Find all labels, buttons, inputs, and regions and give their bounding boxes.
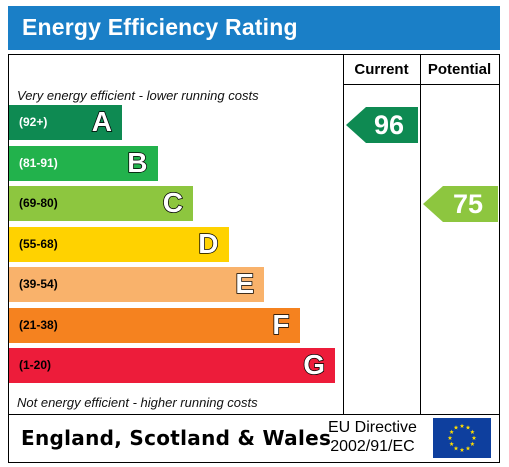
- band-c: (69-80) C: [9, 186, 193, 221]
- band-b: (81-91) B: [9, 145, 158, 181]
- eu-star-icon: [453, 425, 459, 430]
- page-title: Energy Efficiency Rating: [22, 14, 298, 40]
- band-range-label: (39-54): [19, 277, 58, 291]
- band-g: (1-20) G: [9, 348, 335, 383]
- band-range-label: (92+): [19, 115, 48, 129]
- band-letter: B: [127, 146, 149, 179]
- potential-rating-value: 75: [453, 189, 484, 219]
- eu-star-icon: [447, 435, 453, 440]
- band-d: (55-68) D: [9, 226, 229, 262]
- eu-star-icon: [449, 441, 454, 446]
- current-arrow-shape: [346, 107, 418, 143]
- current-column-header: Current: [354, 61, 409, 78]
- potential-column-header: Potential: [427, 61, 492, 78]
- band-range-label: (81-91): [19, 155, 58, 170]
- footer: England, Scotland & Wales EU Directive 2…: [8, 414, 500, 463]
- eu-star-icon: [465, 425, 471, 430]
- band-letter: A: [91, 105, 113, 138]
- column-divider-current: [343, 55, 344, 414]
- eu-star-icon: [453, 445, 459, 451]
- eu-directive: EU Directive 2002/91/EC: [328, 418, 417, 456]
- band-letter: C: [162, 186, 184, 219]
- current-rating-indicator: 96: [346, 107, 418, 143]
- eu-directive-line2: 2002/91/EC: [330, 438, 415, 455]
- band-e: (39-54) E: [9, 267, 264, 302]
- band-range-label: (55-68): [19, 236, 58, 251]
- band-letter: F: [272, 308, 291, 341]
- current-rating-value: 96: [374, 110, 405, 140]
- eu-star-icon: [459, 423, 465, 428]
- eu-star-icon: [459, 447, 465, 452]
- eu-stars-icon: [447, 423, 477, 452]
- band-range-label: (69-80): [19, 196, 58, 210]
- top-note: Very energy efficient - lower running co…: [17, 88, 259, 103]
- title-bar: Energy Efficiency Rating: [8, 6, 500, 50]
- band-letter: E: [235, 267, 255, 300]
- eu-star-icon: [471, 435, 477, 440]
- potential-rating-indicator: 75: [423, 186, 498, 222]
- band-a: (92+) A: [9, 105, 122, 140]
- potential-arrow-shape: [423, 186, 498, 222]
- band-letter: D: [198, 227, 220, 260]
- bottom-note: Not energy efficient - higher running co…: [17, 395, 258, 410]
- eu-star-icon: [465, 445, 471, 451]
- eu-star-icon: [470, 429, 475, 434]
- eu-star-icon: [449, 429, 454, 434]
- band-range-label: (1-20): [19, 358, 52, 372]
- band-letter: G: [302, 348, 325, 381]
- footer-region: England, Scotland & Wales: [21, 426, 332, 450]
- band-range-label: (21-38): [19, 317, 58, 332]
- column-divider-potential: [420, 55, 421, 414]
- eu-directive-line1: EU Directive: [328, 419, 417, 436]
- eu-flag-icon: [433, 418, 491, 458]
- rating-table: Current Potential Very energy efficient …: [8, 54, 500, 415]
- band-f: (21-38) F: [9, 307, 300, 343]
- eu-star-icon: [470, 441, 475, 446]
- header-divider: [343, 84, 499, 85]
